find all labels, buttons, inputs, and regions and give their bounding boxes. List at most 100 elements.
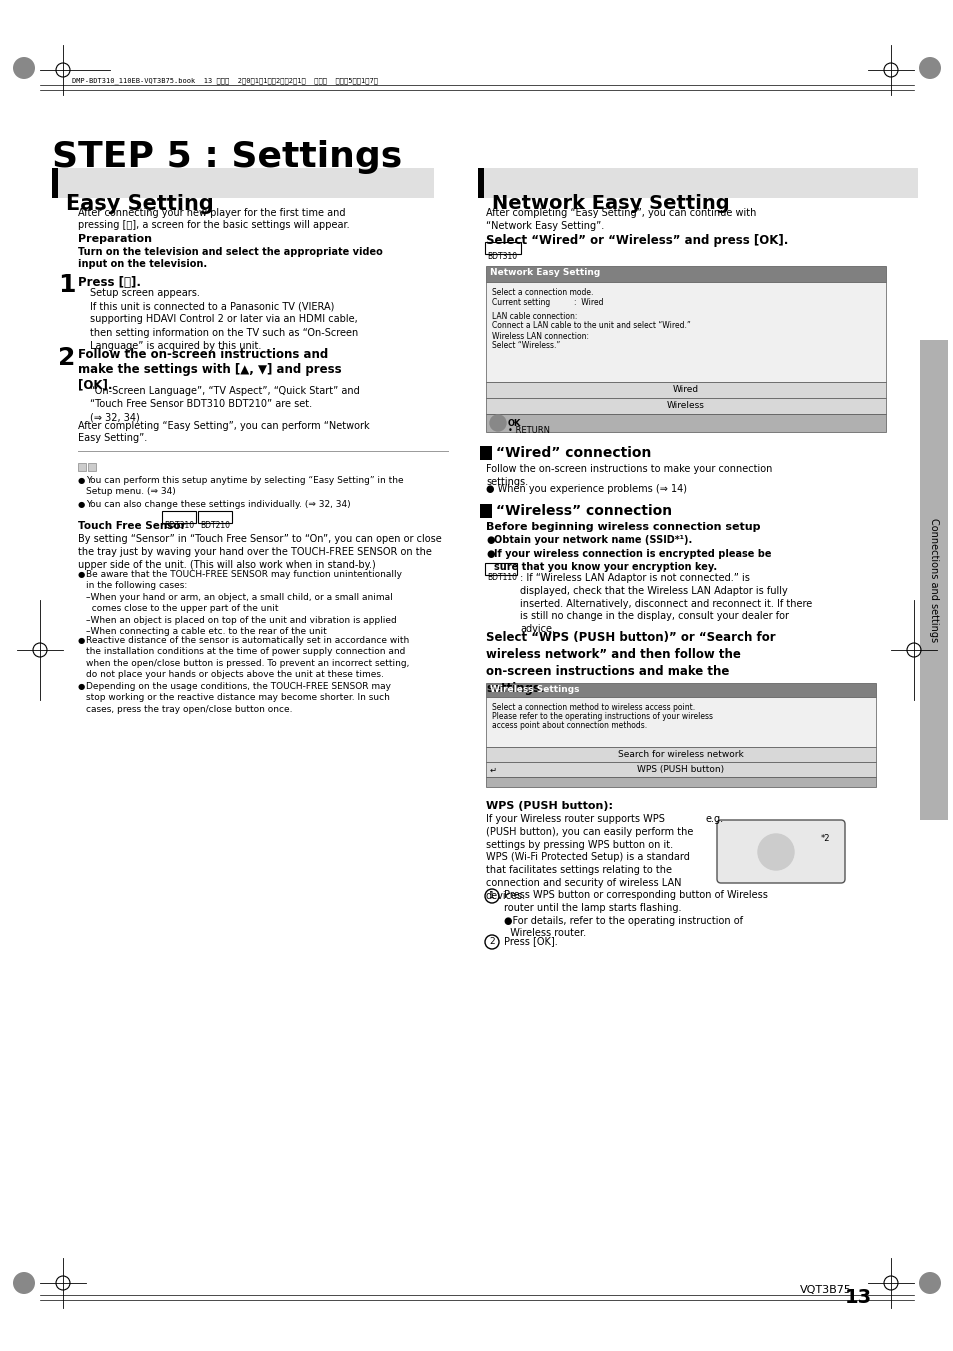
Text: Obtain your network name (SSID*¹).: Obtain your network name (SSID*¹).	[494, 535, 692, 544]
Text: After connecting your new player for the first time and
pressing [⏻], a screen f: After connecting your new player for the…	[78, 208, 349, 230]
Text: Search for wireless network: Search for wireless network	[618, 750, 743, 759]
Text: Press [⏻].: Press [⏻].	[78, 276, 141, 289]
Text: BDT110: BDT110	[486, 573, 517, 582]
Text: 2: 2	[58, 346, 75, 370]
Bar	[479, 446, 492, 459]
Text: You can perform this setup anytime by selecting “Easy Setting” in the
Setup menu: You can perform this setup anytime by se…	[86, 476, 403, 496]
Text: 1: 1	[58, 273, 75, 297]
Text: ●: ●	[78, 682, 85, 690]
Circle shape	[758, 834, 793, 870]
Bar	[485, 266, 885, 282]
Circle shape	[13, 1273, 35, 1294]
Bar	[485, 684, 875, 697]
Text: ●: ●	[485, 535, 494, 544]
Text: “Wireless” connection: “Wireless” connection	[496, 504, 672, 517]
Text: Wired: Wired	[672, 385, 699, 394]
Text: Touch Free Sensor: Touch Free Sensor	[78, 521, 186, 531]
Text: ● When you experience problems (⇒ 14): ● When you experience problems (⇒ 14)	[485, 484, 686, 494]
Text: If your Wireless router supports WPS
(PUSH button), you can easily perform the
s: If your Wireless router supports WPS (PU…	[485, 815, 693, 901]
Text: Select “Wired” or “Wireless” and press [OK].: Select “Wired” or “Wireless” and press […	[485, 234, 787, 247]
Text: Select “Wireless.”: Select “Wireless.”	[492, 340, 559, 350]
FancyBboxPatch shape	[198, 511, 232, 523]
Text: Wireless: Wireless	[666, 401, 704, 409]
Text: ●: ●	[78, 476, 85, 485]
Text: WPS (PUSH button):: WPS (PUSH button):	[485, 801, 613, 811]
FancyBboxPatch shape	[717, 820, 844, 884]
Text: e.g.: e.g.	[705, 815, 723, 824]
Bar	[52, 168, 58, 199]
Bar	[485, 697, 875, 747]
Text: ●: ●	[78, 570, 85, 580]
Text: Connect a LAN cable to the unit and select “Wired.”: Connect a LAN cable to the unit and sele…	[492, 322, 690, 330]
Bar	[485, 747, 875, 762]
Circle shape	[13, 57, 35, 78]
Bar	[88, 463, 96, 471]
Text: After completing “Easy Setting”, you can perform “Network
Easy Setting”.: After completing “Easy Setting”, you can…	[78, 422, 369, 443]
Text: OK: OK	[507, 419, 521, 428]
Text: Current setting          :  Wired: Current setting : Wired	[492, 299, 603, 307]
Bar	[479, 504, 492, 517]
Text: Follow the on-screen instructions and
make the settings with [▲, ▼] and press
[O: Follow the on-screen instructions and ma…	[78, 349, 341, 390]
Text: 13: 13	[844, 1288, 871, 1306]
Text: WPS (PUSH button): WPS (PUSH button)	[637, 765, 723, 774]
Text: ↵: ↵	[490, 766, 497, 775]
Text: BDT310: BDT310	[486, 253, 517, 261]
Text: Easy Setting: Easy Setting	[66, 195, 213, 213]
Text: 2: 2	[489, 938, 495, 947]
FancyBboxPatch shape	[484, 242, 520, 254]
Text: Wireless Settings: Wireless Settings	[490, 685, 578, 694]
Bar	[477, 168, 483, 199]
Text: access point about connection methods.: access point about connection methods.	[492, 721, 646, 730]
Text: BDT310: BDT310	[164, 521, 193, 530]
Text: *2: *2	[821, 834, 830, 843]
FancyBboxPatch shape	[484, 563, 517, 576]
Bar	[485, 282, 885, 382]
Text: “Wired” connection: “Wired” connection	[496, 446, 651, 459]
Bar	[485, 762, 875, 777]
FancyBboxPatch shape	[162, 511, 195, 523]
Text: Wireless LAN connection:: Wireless LAN connection:	[492, 332, 588, 340]
Text: VQT3B75: VQT3B75	[800, 1285, 851, 1296]
Text: Be aware that the TOUCH-FREE SENSOR may function unintentionally
in the followin: Be aware that the TOUCH-FREE SENSOR may …	[86, 570, 401, 636]
Bar	[485, 777, 875, 788]
Text: BDT210: BDT210	[200, 521, 230, 530]
Bar	[477, 168, 917, 199]
Text: Please refer to the operating instructions of your wireless: Please refer to the operating instructio…	[492, 712, 712, 721]
Text: Network Easy Setting: Network Easy Setting	[492, 195, 729, 213]
Bar	[919, 340, 947, 820]
Circle shape	[918, 1273, 940, 1294]
Text: Before beginning wireless connection setup: Before beginning wireless connection set…	[485, 521, 760, 532]
Bar	[485, 399, 885, 413]
Text: Select “WPS (PUSH button)” or “Search for
wireless network” and then follow the
: Select “WPS (PUSH button)” or “Search fo…	[485, 631, 775, 694]
Bar	[78, 463, 86, 471]
Bar	[485, 382, 885, 399]
Text: You can also change these settings individually. (⇒ 32, 34): You can also change these settings indiv…	[86, 500, 351, 509]
Text: Follow the on-screen instructions to make your connection
settings.: Follow the on-screen instructions to mak…	[485, 463, 772, 486]
Text: • RETURN: • RETURN	[507, 426, 550, 435]
Text: ●: ●	[485, 549, 494, 559]
Text: LAN cable connection:: LAN cable connection:	[492, 312, 577, 322]
Text: After completing “Easy Setting”, you can continue with
“Network Easy Setting”.: After completing “Easy Setting”, you can…	[485, 208, 756, 231]
Bar	[485, 413, 885, 432]
Text: Turn on the television and select the appropriate video
input on the television.: Turn on the television and select the ap…	[78, 247, 382, 269]
Circle shape	[918, 57, 940, 78]
Text: 1: 1	[489, 892, 495, 901]
Text: Connections and settings: Connections and settings	[928, 517, 938, 642]
Text: Preparation: Preparation	[78, 234, 152, 245]
Circle shape	[490, 415, 505, 431]
Text: By setting “Sensor” in “Touch Free Sensor” to “On”, you can open or close
the tr: By setting “Sensor” in “Touch Free Senso…	[78, 534, 441, 570]
Text: Depending on the usage conditions, the TOUCH-FREE SENSOR may
stop working or the: Depending on the usage conditions, the T…	[86, 682, 391, 713]
Text: Network Easy Setting: Network Easy Setting	[490, 267, 599, 277]
Text: ●: ●	[78, 500, 85, 509]
Text: If your wireless connection is encrypted please be
sure that you know your encry: If your wireless connection is encrypted…	[494, 549, 771, 571]
Text: Reactive distance of the sensor is automatically set in accordance with
the inst: Reactive distance of the sensor is autom…	[86, 636, 409, 680]
Text: Setup screen appears.
If this unit is connected to a Panasonic TV (VIERA)
suppor: Setup screen appears. If this unit is co…	[90, 288, 358, 351]
Text: STEP 5 : Settings: STEP 5 : Settings	[52, 141, 402, 174]
Text: “On-Screen Language”, “TV Aspect”, “Quick Start” and
“Touch Free Sensor BDT310 B: “On-Screen Language”, “TV Aspect”, “Quic…	[90, 386, 359, 423]
Text: Press [OK].: Press [OK].	[503, 936, 558, 946]
Text: DMP-BDT310_110EB-VQT3B75.book  13 ページ  2】0】1】1年】2月】2】1日  月曜日  午後】5時】1】7分: DMP-BDT310_110EB-VQT3B75.book 13 ページ 2】0…	[71, 77, 377, 84]
Bar	[52, 168, 434, 199]
Text: : If “Wireless LAN Adaptor is not connected.” is
displayed, check that the Wirel: : If “Wireless LAN Adaptor is not connec…	[519, 573, 811, 634]
Text: Press WPS button or corresponding button of Wireless
router until the lamp start: Press WPS button or corresponding button…	[503, 890, 767, 939]
Text: ●: ●	[78, 636, 85, 644]
